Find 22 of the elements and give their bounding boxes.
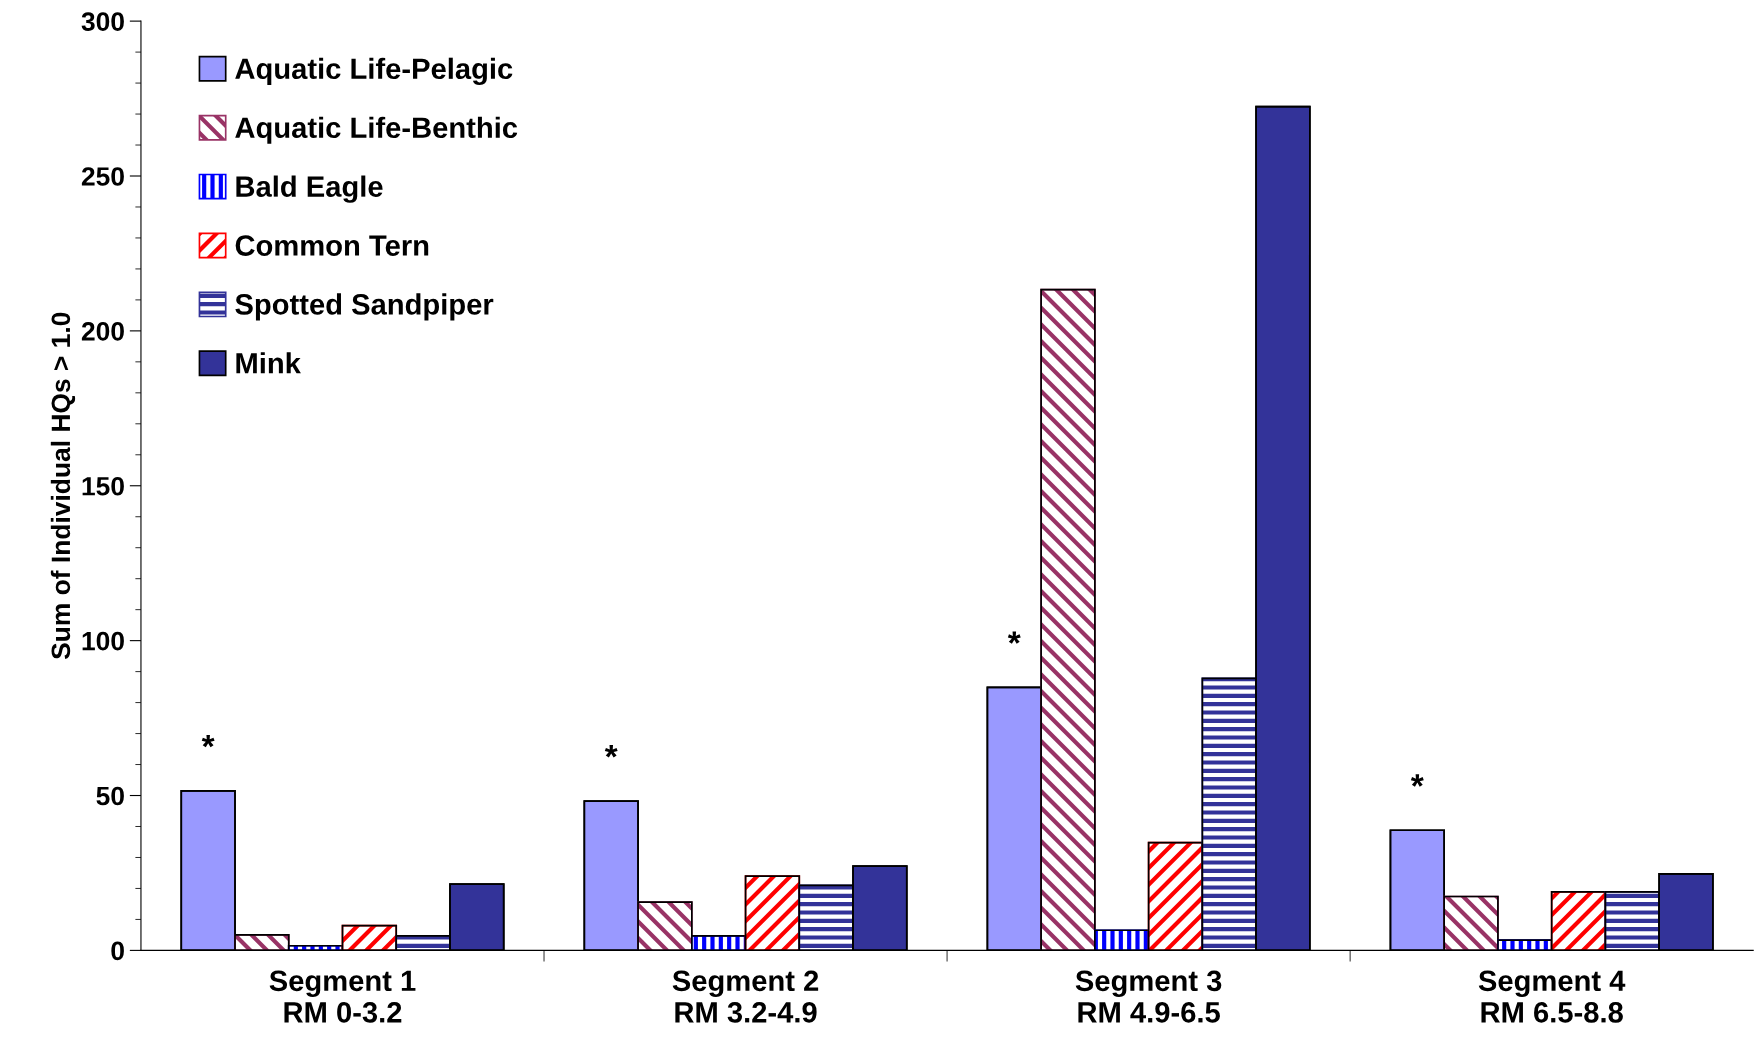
annotation: * (1007, 631, 1021, 644)
y-tick-label: 0 (111, 941, 124, 961)
legend-label: Bald Eagle (236, 175, 383, 203)
y-tick-label: 300 (81, 12, 124, 31)
legend-label: Mink (236, 352, 301, 374)
x-tick-label: Segment 3 RM 4.9-6.5 (1075, 970, 1222, 1023)
y-tick-label: 250 (81, 167, 124, 186)
legend-label: Spotted Sandpiper (235, 293, 494, 321)
y-tick-label: 150 (82, 476, 124, 496)
annotation: * (604, 745, 618, 758)
x-tick-label: Segment 2 RM 3.2-4.9 (672, 970, 819, 1023)
annotation: * (1410, 774, 1424, 787)
y-tick-label: 100 (82, 631, 124, 651)
y-tick-label: 50 (96, 786, 124, 806)
annotation: * (201, 734, 215, 748)
legend-label: Aquatic Life-Pelagic (235, 57, 513, 86)
y-tick-label: 200 (81, 322, 124, 341)
y-axis-title: Sum of Individual HQs > 1.0 (50, 312, 76, 660)
legend-label: Common Tern (235, 235, 429, 256)
x-tick-label: Segment 4 RM 6.5-8.8 (1478, 970, 1626, 1023)
legend-label: Aquatic Life-Benthic (235, 116, 518, 144)
x-tick-label: Segment 1 RM 0-3.2 (269, 970, 416, 1023)
